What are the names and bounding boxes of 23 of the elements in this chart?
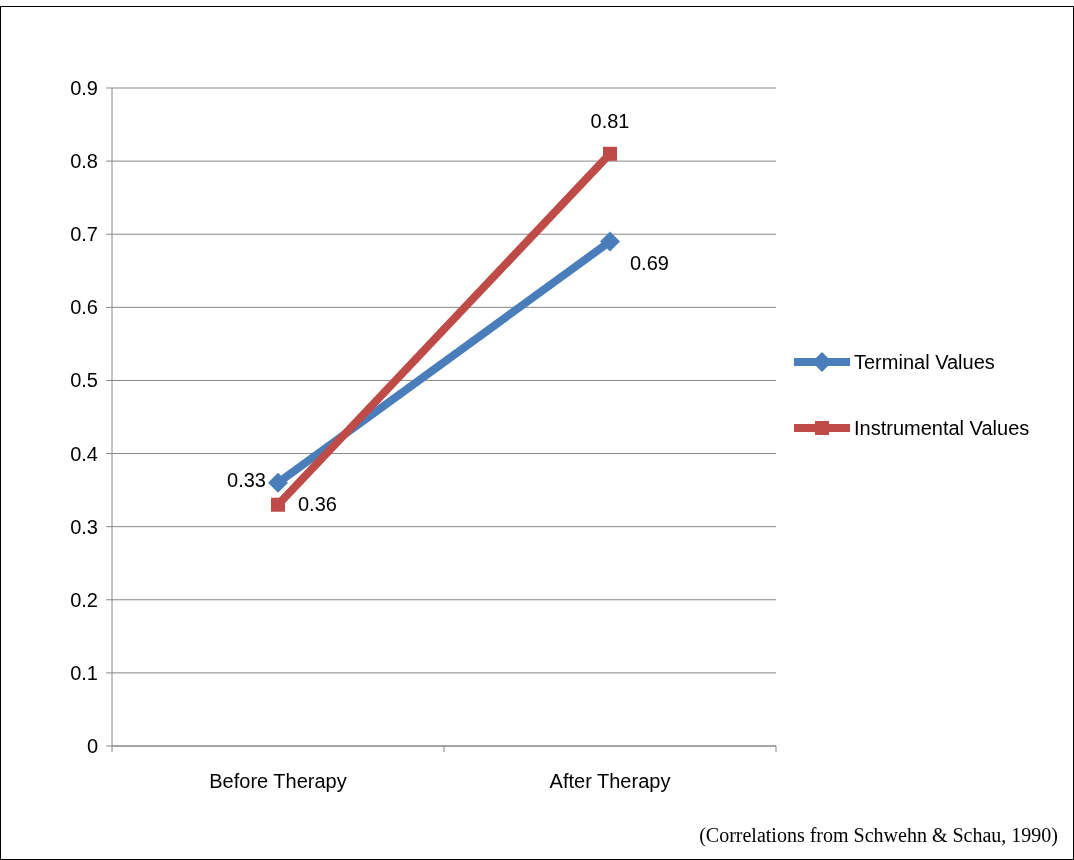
point — [600, 231, 620, 252]
y-tick-label: 0.4 — [70, 442, 98, 465]
y-tick-label: 0.5 — [70, 369, 98, 392]
point — [271, 497, 285, 512]
y-tick-label: 0.2 — [70, 588, 98, 611]
legend-label: Instrumental Values — [854, 417, 1030, 439]
data-label: 0.69 — [630, 251, 669, 274]
y-tick-label: 0 — [86, 735, 98, 757]
y-tick-label: 0.1 — [70, 661, 98, 684]
point — [268, 472, 288, 493]
y-tick-label: 0.9 — [70, 77, 98, 99]
data-label: 0.36 — [298, 492, 337, 515]
text: (Correlations from Schwehn & Schau, 1990) — [699, 824, 1058, 847]
x-tick-label: After Therapy — [549, 770, 671, 792]
y-tick-label: 0.7 — [70, 223, 98, 246]
point — [603, 146, 617, 161]
x-tick-label: Before Therapy — [209, 770, 347, 792]
y-tick-label: 0.6 — [70, 296, 98, 319]
y-tick-label: 0.8 — [70, 150, 98, 173]
data-label: 0.81 — [590, 109, 630, 132]
data-label: 0.33 — [227, 468, 266, 491]
legend-label: Terminal Values — [854, 351, 995, 373]
y-tick-label: 0.3 — [70, 515, 98, 538]
